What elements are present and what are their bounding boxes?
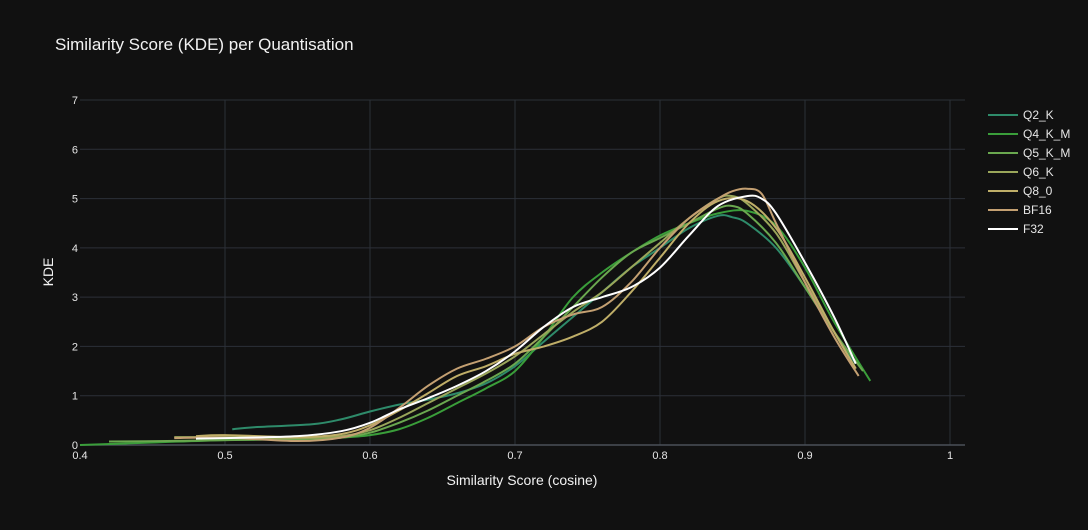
y-tick-label: 0	[72, 440, 78, 452]
chart-title: Similarity Score (KDE) per Quantisation	[55, 35, 354, 54]
y-tick-label: 4	[72, 243, 78, 255]
legend-label: Q5_K_M	[1023, 146, 1070, 160]
y-tick-label: 7	[72, 95, 78, 107]
series-line-bf16	[174, 187, 860, 443]
legend-item-f32[interactable]: F32	[988, 222, 1044, 236]
y-tick-label: 3	[72, 292, 78, 304]
y-tick-label: 1	[72, 391, 78, 403]
x-tick-label: 1	[947, 450, 953, 462]
series-line-f32	[195, 194, 857, 440]
x-tick-label: 0.4	[72, 450, 87, 462]
grid-layer	[80, 99, 965, 446]
series-line-q8-0	[195, 196, 857, 439]
legend-item-q5-k-m[interactable]: Q5_K_M	[988, 146, 1070, 160]
y-axis-label: KDE	[40, 258, 56, 287]
legend-item-bf16[interactable]: BF16	[988, 203, 1052, 217]
legend-item-q8-0[interactable]: Q8_0	[988, 184, 1053, 198]
legend-label: F32	[1023, 222, 1044, 236]
legend-label: Q2_K	[1023, 108, 1054, 122]
legend: Q2_K Q4_K_M Q5_K_M Q6_K Q8_0 BF16 F32	[988, 108, 1070, 236]
x-tick-label: 0.9	[797, 450, 812, 462]
series-layer	[79, 187, 872, 446]
x-tick-label: 0.5	[217, 450, 232, 462]
y-tick-label: 5	[72, 194, 78, 206]
y-tick-label: 2	[72, 341, 78, 353]
x-tick-label: 0.6	[362, 450, 377, 462]
axis-layer: 0.4 0.5 0.6 0.7 0.8 0.9 1 0 1 2 3 4 5 6 7	[72, 95, 953, 462]
y-tick-label: 6	[72, 144, 78, 156]
legend-item-q6-k[interactable]: Q6_K	[988, 165, 1054, 179]
legend-label: Q4_K_M	[1023, 127, 1070, 141]
legend-item-q4-k-m[interactable]: Q4_K_M	[988, 127, 1070, 141]
legend-label: Q8_0	[1023, 184, 1053, 198]
series-line-q2-k	[232, 214, 857, 431]
x-axis-label: Similarity Score (cosine)	[447, 472, 598, 488]
x-tick-label: 0.7	[507, 450, 522, 462]
legend-label: BF16	[1023, 203, 1052, 217]
legend-label: Q6_K	[1023, 165, 1054, 179]
x-tick-label: 0.8	[652, 450, 667, 462]
legend-item-q2-k[interactable]: Q2_K	[988, 108, 1054, 122]
